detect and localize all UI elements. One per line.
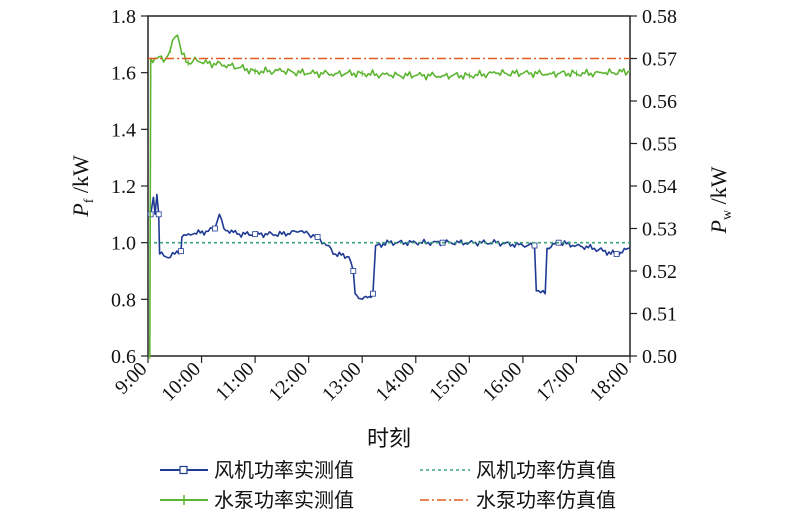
right-axis-title-sub: w bbox=[720, 209, 735, 220]
x-tick-label: 16:00 bbox=[479, 358, 527, 406]
x-tick-label: 15:00 bbox=[425, 358, 473, 406]
legend-item-pump-measured: 水泵功率实测值 bbox=[160, 488, 354, 512]
left-tick-label: 1.4 bbox=[111, 119, 136, 141]
x-tick-label: 18:00 bbox=[586, 358, 634, 406]
right-axis-title: Pw /kW bbox=[706, 166, 735, 234]
left-tick-label: 0.6 bbox=[111, 346, 136, 368]
plot-frame bbox=[147, 15, 631, 357]
legend-item-pump-simulated: 水泵功率仿真值 bbox=[420, 488, 616, 512]
right-tick-label: 0.56 bbox=[642, 91, 677, 113]
legend-label-pump-measured: 水泵功率实测值 bbox=[214, 488, 354, 512]
left-tick-label: 1.2 bbox=[111, 176, 136, 198]
legend-label-pump-simulated: 水泵功率仿真值 bbox=[476, 488, 616, 512]
right-tick-label: 0.52 bbox=[642, 261, 677, 283]
right-tick-label: 0.50 bbox=[642, 346, 677, 368]
x-axis-title: 时刻 bbox=[367, 426, 411, 451]
right-tick-label: 0.53 bbox=[642, 219, 677, 241]
right-tick-label: 0.51 bbox=[642, 304, 677, 326]
left-axis-title-main: P bbox=[68, 203, 93, 217]
series-0-point bbox=[252, 231, 259, 238]
tick-layer: 0.6 0.8 1.0 1.2 1.4 1.6 1.8 0.50 0.51 0.52 0.53 0.5… bbox=[111, 6, 677, 406]
right-tick-label: 0.54 bbox=[642, 176, 677, 198]
left-tick-label: 1.8 bbox=[111, 6, 136, 28]
x-tick-label: 11:00 bbox=[211, 358, 258, 405]
legend: 风机功率实测值 风机功率仿真值 水泵功率实测值 水泵功率仿真值 bbox=[160, 458, 616, 512]
series-0-point bbox=[178, 248, 184, 255]
series-layer bbox=[147, 34, 631, 359]
legend-item-fan-measured: 风机功率实测值 bbox=[160, 458, 354, 482]
left-axis-title-sub: f bbox=[82, 198, 97, 203]
legend-marker-fan-measured bbox=[179, 465, 188, 475]
x-tick-label: 12:00 bbox=[264, 358, 312, 406]
legend-item-fan-simulated: 风机功率仿真值 bbox=[420, 458, 616, 482]
series-line-0 bbox=[148, 193, 630, 301]
left-tick-label: 1.6 bbox=[111, 63, 136, 85]
right-tick-label: 0.55 bbox=[642, 134, 677, 156]
series-line-2 bbox=[148, 34, 631, 357]
left-axis-title: Pf /kW bbox=[68, 155, 97, 218]
series-0-point bbox=[613, 251, 620, 257]
x-tick-label: 14:00 bbox=[372, 358, 420, 406]
left-tick-label: 0.8 bbox=[111, 289, 136, 311]
series-0-point bbox=[212, 225, 218, 232]
x-tick-label: 17:00 bbox=[532, 358, 580, 406]
left-tick-label: 1.0 bbox=[111, 233, 136, 255]
series-0-point bbox=[350, 268, 357, 274]
legend-label-fan-simulated: 风机功率仿真值 bbox=[476, 458, 616, 482]
series-0-point bbox=[155, 211, 162, 218]
series-0-point bbox=[531, 242, 538, 249]
right-axis-title-main: P bbox=[706, 220, 731, 234]
series-0-point bbox=[314, 234, 321, 240]
legend-label-fan-measured: 风机功率实测值 bbox=[214, 458, 354, 482]
right-axis-title-unit: /kW bbox=[706, 166, 731, 210]
left-axis-title-unit: /kW bbox=[68, 155, 93, 199]
series-0-point bbox=[370, 290, 376, 297]
x-tick-label: 10:00 bbox=[157, 358, 205, 406]
x-tick-label: 13:00 bbox=[318, 358, 366, 406]
right-tick-label: 0.58 bbox=[642, 6, 677, 28]
right-tick-label: 0.57 bbox=[642, 49, 677, 71]
